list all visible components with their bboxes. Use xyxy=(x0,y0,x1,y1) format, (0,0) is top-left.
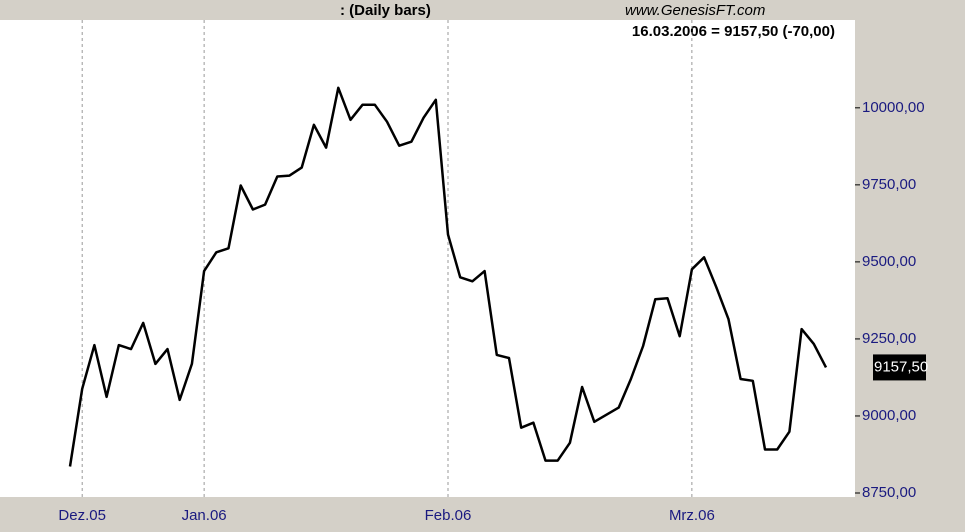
y-tick-label: 9000,00 xyxy=(862,407,916,424)
plot-area xyxy=(0,20,855,497)
y-tick-label: 9750,00 xyxy=(862,176,916,193)
x-tick-label: Mrz.06 xyxy=(669,507,715,524)
x-tick-label: Dez.05 xyxy=(58,507,106,524)
y-tick-label: 8750,00 xyxy=(862,484,916,501)
chart-title: : (Daily bars) xyxy=(340,2,431,19)
source: www.GenesisFT.com xyxy=(625,2,765,19)
annotation: 16.03.2006 = 9157,50 (-70,00) xyxy=(632,23,835,40)
last-value-box xyxy=(873,354,926,381)
y-tick-label: 10000,00 xyxy=(862,99,925,116)
x-tick-label: Feb.06 xyxy=(425,507,472,524)
x-tick-label: Jan.06 xyxy=(182,507,227,524)
price-line xyxy=(68,86,828,467)
y-tick-label: 9250,00 xyxy=(862,330,916,347)
y-tick-label: 9500,00 xyxy=(862,253,916,270)
last-value-label: 9157,50 xyxy=(874,358,928,375)
